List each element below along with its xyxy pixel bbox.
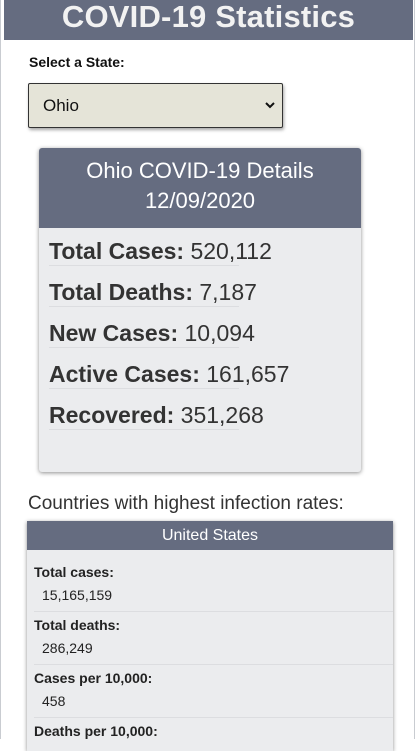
stat-total-deaths: Total deaths: 286,249 (34, 617, 393, 656)
detail-row-total-cases: Total Cases: 520,112 (49, 238, 272, 266)
detail-label: New Cases: (49, 320, 179, 346)
detail-value: 161,657 (206, 361, 290, 387)
state-details-header: Ohio COVID-19 Details 12/09/2020 (39, 148, 361, 228)
state-select[interactable]: Ohio (28, 83, 283, 128)
stat-label: Total cases: (34, 564, 114, 580)
country-name: United States (27, 521, 393, 550)
state-details-title: Ohio COVID-19 Details (86, 158, 314, 183)
detail-row-new-cases: New Cases: 10,094 (49, 320, 255, 348)
stat-value: 15,165,159 (42, 587, 113, 603)
app-title: COVID-19 Statistics (61, 0, 356, 34)
stat-cases-per-10000: Cases per 10,000: 458 (34, 670, 393, 709)
state-details-card: Ohio COVID-19 Details 12/09/2020 Total C… (39, 148, 361, 472)
detail-row-recovered: Recovered: 351,268 (49, 402, 264, 430)
detail-row-active-cases: Active Cases: 161,657 (49, 361, 289, 389)
detail-value: 351,268 (180, 402, 264, 428)
detail-label: Total Deaths: (49, 279, 193, 305)
countries-heading: Countries with highest infection rates: (28, 493, 344, 514)
divider (34, 664, 393, 665)
chevron-down-icon (265, 102, 275, 109)
stat-total-cases: Total cases: 15,165,159 (34, 564, 393, 603)
detail-row-total-deaths: Total Deaths: 7,187 (49, 279, 257, 307)
stat-value: 458 (42, 693, 66, 709)
divider (34, 717, 393, 718)
state-select-label: Select a State: (29, 54, 125, 70)
detail-label: Total Cases: (49, 238, 185, 264)
detail-label: Active Cases: (49, 361, 200, 387)
country-card: United States Total cases: 15,165,159 To… (27, 521, 393, 751)
detail-value: 520,112 (190, 238, 272, 264)
stat-label: Deaths per 10,000: (34, 723, 158, 739)
detail-value: 10,094 (184, 320, 255, 346)
app-header: COVID-19 Statistics (4, 0, 413, 40)
detail-label: Recovered: (49, 402, 175, 428)
state-select-value: Ohio (43, 96, 79, 115)
detail-value: 7,187 (199, 279, 257, 305)
stat-value: 286,249 (42, 640, 93, 656)
divider (34, 611, 393, 612)
state-details-date: 12/09/2020 (144, 188, 256, 213)
stat-deaths-per-10000: Deaths per 10,000: (34, 723, 393, 746)
stat-label: Cases per 10,000: (34, 670, 153, 686)
stat-label: Total deaths: (34, 617, 121, 633)
